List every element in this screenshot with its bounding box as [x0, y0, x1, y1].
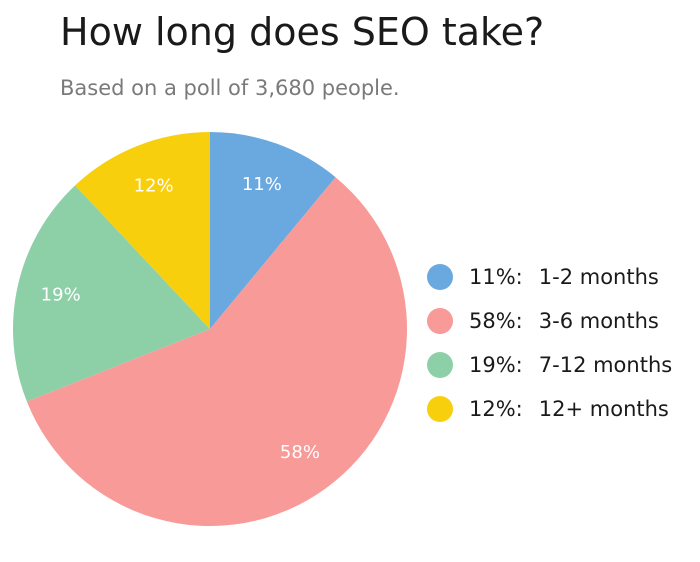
legend: 11%: 1-2 months 58%: 3-6 months 19%: 7-12 mon…	[427, 255, 672, 431]
pie-slice-1-2-months	[210, 132, 336, 329]
legend-color-dot	[427, 396, 453, 422]
legend-percent: 58%:	[469, 309, 523, 333]
pie-slice-3-6-months	[26, 177, 408, 527]
pie-slice-7-12-months	[13, 185, 211, 402]
pie-slices	[13, 132, 408, 527]
chart-subtitle: Based on a poll of 3,680 people.	[60, 76, 400, 100]
legend-percent: 19%:	[469, 353, 523, 377]
chart-title: How long does SEO take?	[60, 10, 545, 54]
legend-item: 58%: 3-6 months	[427, 299, 672, 343]
legend-color-dot	[427, 264, 453, 290]
legend-label: 3-6 months	[538, 309, 659, 333]
legend-color-dot	[427, 308, 453, 334]
legend-percent: 12%:	[469, 397, 523, 421]
pie-slice-value-label: 12%	[134, 176, 174, 197]
legend-label: 7-12 months	[538, 353, 673, 377]
legend-item: 11%: 1-2 months	[427, 255, 672, 299]
legend-label: 1-2 months	[538, 265, 659, 289]
legend-percent: 11%:	[469, 265, 523, 289]
legend-item: 12%: 12+ months	[427, 387, 672, 431]
legend-color-dot	[427, 352, 453, 378]
pie-slice-value-label: 58%	[280, 442, 320, 463]
pie-slice-value-label: 11%	[242, 174, 282, 195]
pie-slice-labels: 11% 58% 19% 12%	[41, 174, 320, 463]
legend-item: 19%: 7-12 months	[427, 343, 672, 387]
pie-slice-value-label: 19%	[41, 285, 81, 306]
legend-label: 12+ months	[538, 397, 669, 421]
pie-chart: 11% 58% 19% 12%	[13, 132, 408, 527]
pie-slice-12-months	[75, 132, 210, 329]
